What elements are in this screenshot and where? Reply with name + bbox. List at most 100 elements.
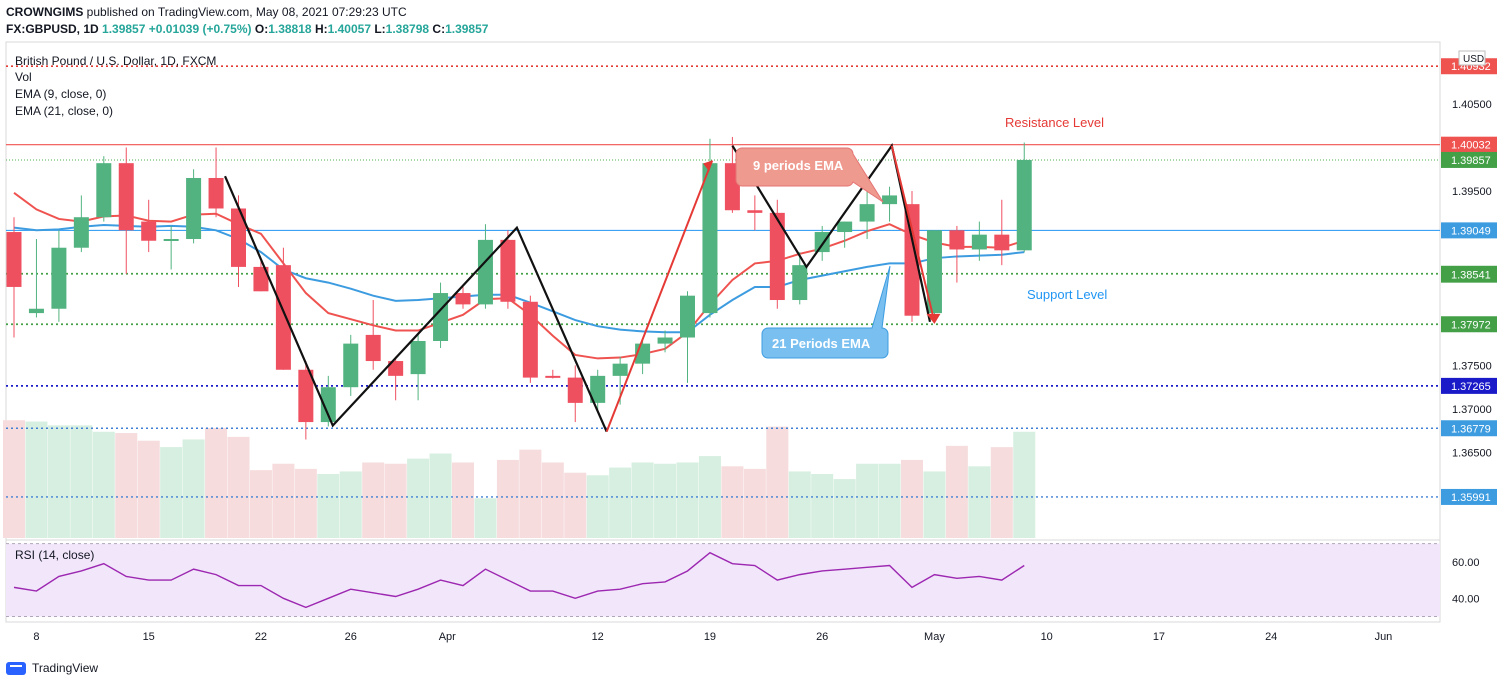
price-tag bbox=[1441, 488, 1497, 505]
legend-rsi: RSI (14, close) bbox=[15, 548, 95, 562]
volume-bar bbox=[541, 462, 564, 538]
candle-body bbox=[837, 221, 853, 233]
open-value: 1.38818 bbox=[268, 22, 312, 36]
volume-bar bbox=[990, 447, 1013, 538]
high-value: 1.40057 bbox=[327, 22, 371, 36]
price-tag-label: 1.35991 bbox=[1451, 492, 1491, 504]
symbol: FX:GBPUSD, 1D bbox=[6, 22, 99, 36]
volume-bar bbox=[362, 462, 385, 538]
volume-bar bbox=[788, 471, 811, 538]
candle-body bbox=[186, 177, 202, 240]
quote-line: FX:GBPUSD, 1D 1.39857 +0.01039 (+0.75%) … bbox=[6, 22, 488, 36]
candle-body bbox=[477, 239, 493, 305]
rsi-tick-label: 60.00 bbox=[1452, 557, 1480, 569]
candle-body bbox=[545, 375, 561, 378]
volume-bar bbox=[901, 459, 923, 538]
volume-bar bbox=[609, 467, 632, 538]
volume-bar bbox=[833, 479, 856, 538]
volume-bar bbox=[856, 463, 879, 538]
price-tick-label: 1.40500 bbox=[1452, 99, 1492, 111]
zigzag-drawing bbox=[731, 143, 932, 323]
price-tag bbox=[1441, 316, 1497, 333]
currency-label: USD bbox=[1463, 54, 1484, 65]
candle-body bbox=[455, 293, 471, 305]
price-tick-label: 1.37500 bbox=[1452, 360, 1492, 372]
time-tick-label: 17 bbox=[1153, 631, 1165, 643]
price-tag-label: 1.36779 bbox=[1451, 423, 1491, 435]
legend-ema9: EMA (9, close, 0) bbox=[15, 87, 107, 101]
candle-body bbox=[590, 375, 606, 403]
time-tick-label: 15 bbox=[143, 631, 155, 643]
volume-bar bbox=[249, 470, 272, 538]
ema9-line bbox=[13, 192, 1025, 360]
volume-bar bbox=[227, 436, 250, 538]
price-tick-label: 1.39500 bbox=[1452, 186, 1492, 198]
volume-bar bbox=[496, 459, 519, 538]
ema9-callout-box bbox=[735, 147, 884, 203]
volume-bar bbox=[878, 463, 901, 538]
candle-body bbox=[388, 361, 404, 376]
candle-body bbox=[769, 212, 785, 301]
trend-arrow bbox=[890, 145, 936, 323]
time-tick-label: 10 bbox=[1041, 631, 1053, 643]
low-value: 1.38798 bbox=[385, 22, 430, 36]
candle-body bbox=[163, 239, 179, 242]
candle-body bbox=[410, 340, 426, 375]
support-label: Support Level bbox=[1027, 287, 1107, 302]
volume-bar bbox=[452, 462, 474, 538]
candle-body bbox=[971, 234, 987, 250]
volume-bar bbox=[743, 468, 766, 538]
tradingview-logo[interactable]: TradingView bbox=[6, 661, 98, 675]
candle-body bbox=[612, 363, 628, 376]
candle-body bbox=[500, 239, 516, 302]
close-value: 1.39857 bbox=[445, 22, 489, 36]
last-price: 1.39857 bbox=[102, 22, 146, 36]
candle-body bbox=[792, 265, 808, 301]
price-tag-label: 1.38541 bbox=[1451, 270, 1491, 282]
candle-body bbox=[680, 295, 695, 338]
volume-bar bbox=[968, 466, 991, 538]
volume-bar bbox=[272, 463, 295, 538]
tradingview-logo-icon bbox=[6, 661, 26, 675]
price-tag-label: 1.39049 bbox=[1451, 225, 1491, 237]
volume-bar bbox=[407, 458, 430, 538]
time-tick-label: 12 bbox=[592, 631, 604, 643]
legend-ema21: EMA (21, close, 0) bbox=[15, 104, 114, 118]
volume-bar bbox=[70, 425, 93, 538]
volume-bar bbox=[317, 474, 340, 538]
price-tag bbox=[1441, 151, 1497, 168]
price-tag bbox=[1441, 266, 1497, 283]
ema21-callout-label: 21 Periods EMA bbox=[772, 336, 871, 351]
volume-bar bbox=[92, 431, 115, 538]
volume-bar bbox=[654, 463, 677, 538]
time-tick-label: 19 bbox=[704, 631, 716, 643]
volume-bar bbox=[115, 433, 138, 538]
zigzag-drawing bbox=[224, 175, 608, 433]
legend-title: British Pound / U.S. Dollar, 1D, FXCM bbox=[15, 54, 217, 68]
candle-body bbox=[747, 210, 763, 213]
volume-bar bbox=[564, 472, 587, 538]
volume-bar bbox=[182, 439, 205, 538]
time-tick-label: 8 bbox=[33, 631, 39, 643]
candle-body bbox=[51, 247, 67, 309]
volume-bar bbox=[631, 462, 654, 538]
candle-body bbox=[859, 204, 875, 222]
trend-arrowhead bbox=[703, 160, 713, 172]
trend-arrowhead bbox=[926, 313, 941, 324]
price-tag bbox=[1441, 377, 1497, 394]
volume-bar bbox=[1013, 431, 1036, 538]
volume-bar bbox=[474, 498, 497, 538]
resistance-label: Resistance Level bbox=[1005, 115, 1104, 130]
publisher-name: CROWNGIMS bbox=[6, 5, 84, 19]
time-tick-label: 26 bbox=[345, 631, 357, 643]
candle-body bbox=[657, 337, 673, 344]
candle-body bbox=[882, 195, 898, 205]
price-tag bbox=[1441, 420, 1497, 437]
candle-body bbox=[253, 266, 269, 292]
volume-bar bbox=[721, 466, 744, 538]
volume-bar bbox=[384, 463, 407, 538]
rsi-line bbox=[13, 551, 1025, 609]
candle-body bbox=[141, 221, 157, 241]
time-tick-label: 26 bbox=[816, 631, 828, 643]
